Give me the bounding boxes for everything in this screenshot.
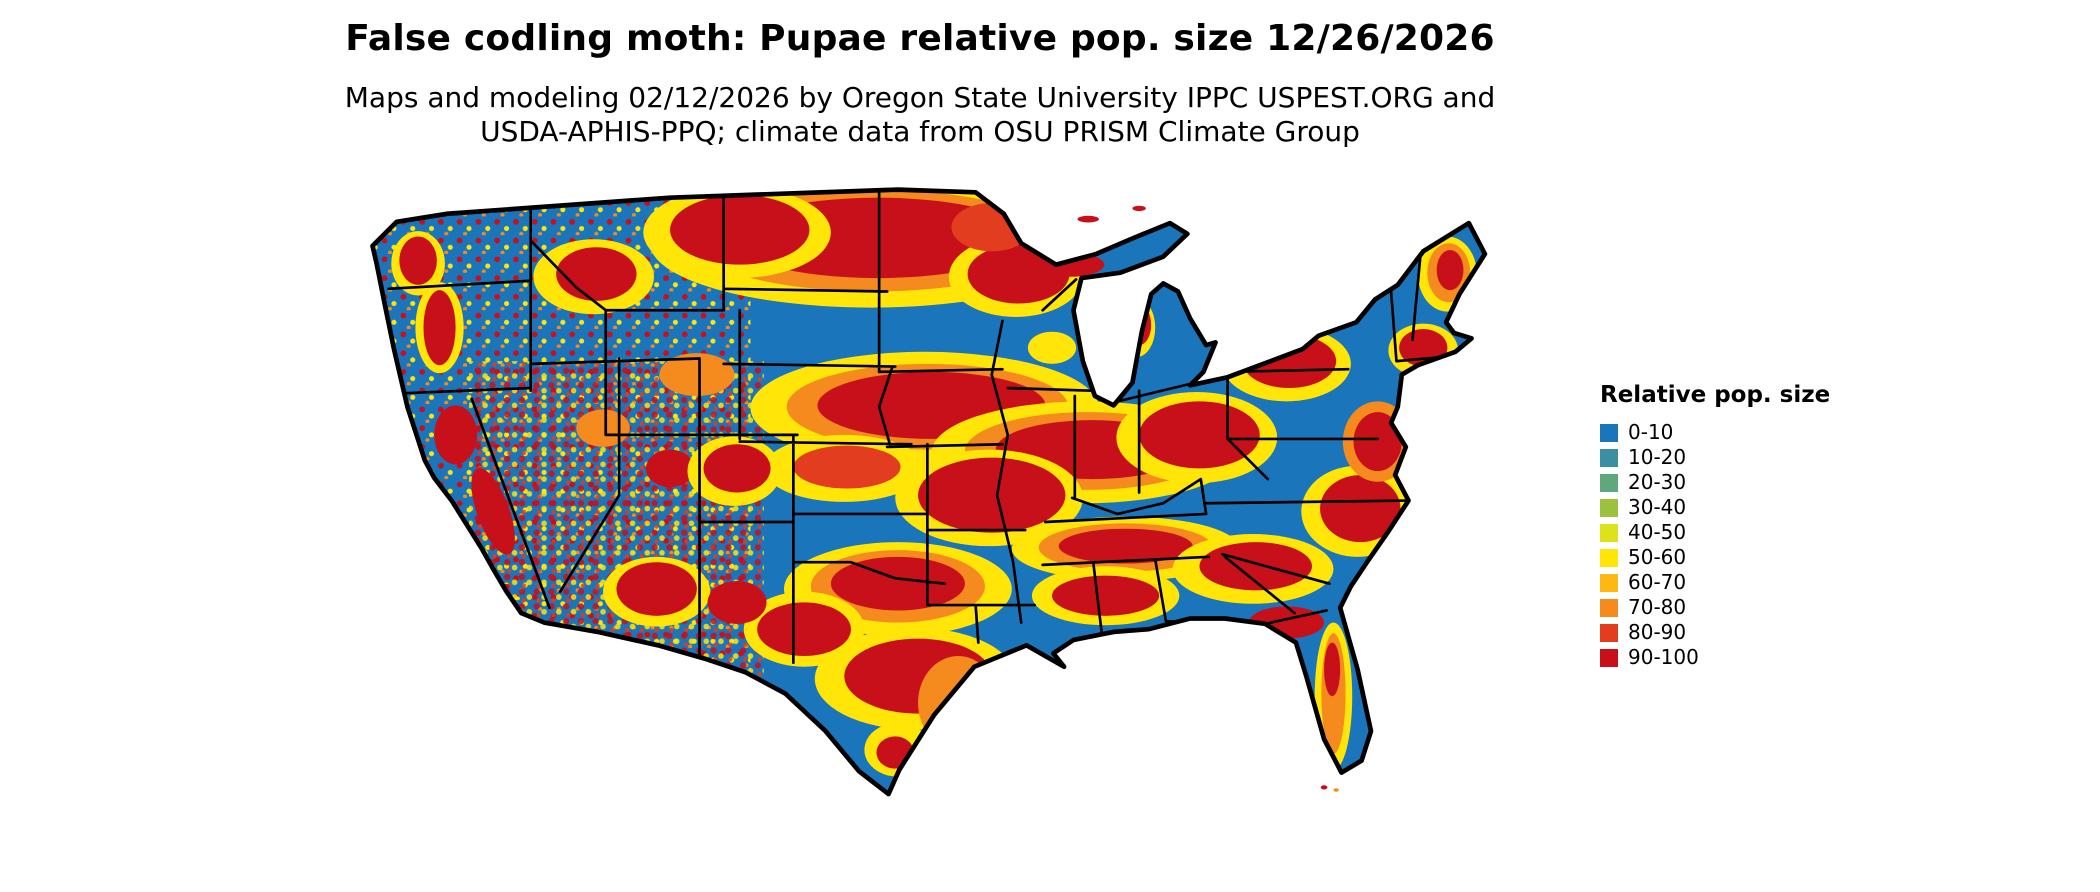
legend-item-label: 10-20 [1628,445,1687,469]
legend-item-label: 90-100 [1628,645,1699,669]
legend-item-label: 20-30 [1628,470,1687,494]
legend-color-swatch [1600,623,1618,642]
legend-color-swatch [1600,498,1618,517]
legend-item: 50-60 [1600,545,1920,570]
legend-item: 30-40 [1600,495,1920,520]
legend-item-label: 60-70 [1628,570,1687,594]
legend-item-label: 70-80 [1628,595,1687,619]
page-title: False codling moth: Pupae relative pop. … [345,18,1495,59]
us-map-svg [370,187,1488,797]
legend-item: 60-70 [1600,570,1920,595]
legend-item-label: 50-60 [1628,545,1687,569]
legend-color-swatch [1600,523,1618,542]
legend-item-label: 40-50 [1628,520,1687,544]
us-outline [370,187,1488,797]
legend-item: 80-90 [1600,620,1920,645]
legend-color-swatch [1600,473,1618,492]
figure-subtitle-line2: USDA-APHIS-PPQ; climate data from OSU PR… [480,115,1360,148]
legend-color-swatch [1600,448,1618,467]
legend-item: 10-20 [1600,445,1920,470]
legend-item: 0-10 [1600,420,1920,445]
legend-item: 20-30 [1600,470,1920,495]
legend-item-label: 80-90 [1628,620,1687,644]
legend-item: 70-80 [1600,595,1920,620]
legend-color-swatch [1600,423,1618,442]
legend-item-label: 30-40 [1628,495,1687,519]
legend-items: 0-10 10-20 20-30 30-40 40-50 50-60 60-70 70-80 8… [1600,420,1920,670]
figure-header: False codling moth: Pupae relative pop. … [0,18,1840,149]
legend-color-swatch [1600,548,1618,567]
figure-subtitle-line1: Maps and modeling 02/12/2026 by Oregon S… [344,81,1496,114]
us-heat-map [268,160,1568,884]
legend-item: 40-50 [1600,520,1920,545]
legend-color-swatch [1600,648,1618,667]
legend-item: 90-100 [1600,645,1920,670]
legend: Relative pop. size 0-10 10-20 20-30 30-40 40… [1600,382,1920,670]
legend-title: Relative pop. size [1600,382,1831,408]
legend-color-swatch [1600,598,1618,617]
legend-item-label: 0-10 [1628,420,1674,444]
legend-color-swatch [1600,573,1618,592]
